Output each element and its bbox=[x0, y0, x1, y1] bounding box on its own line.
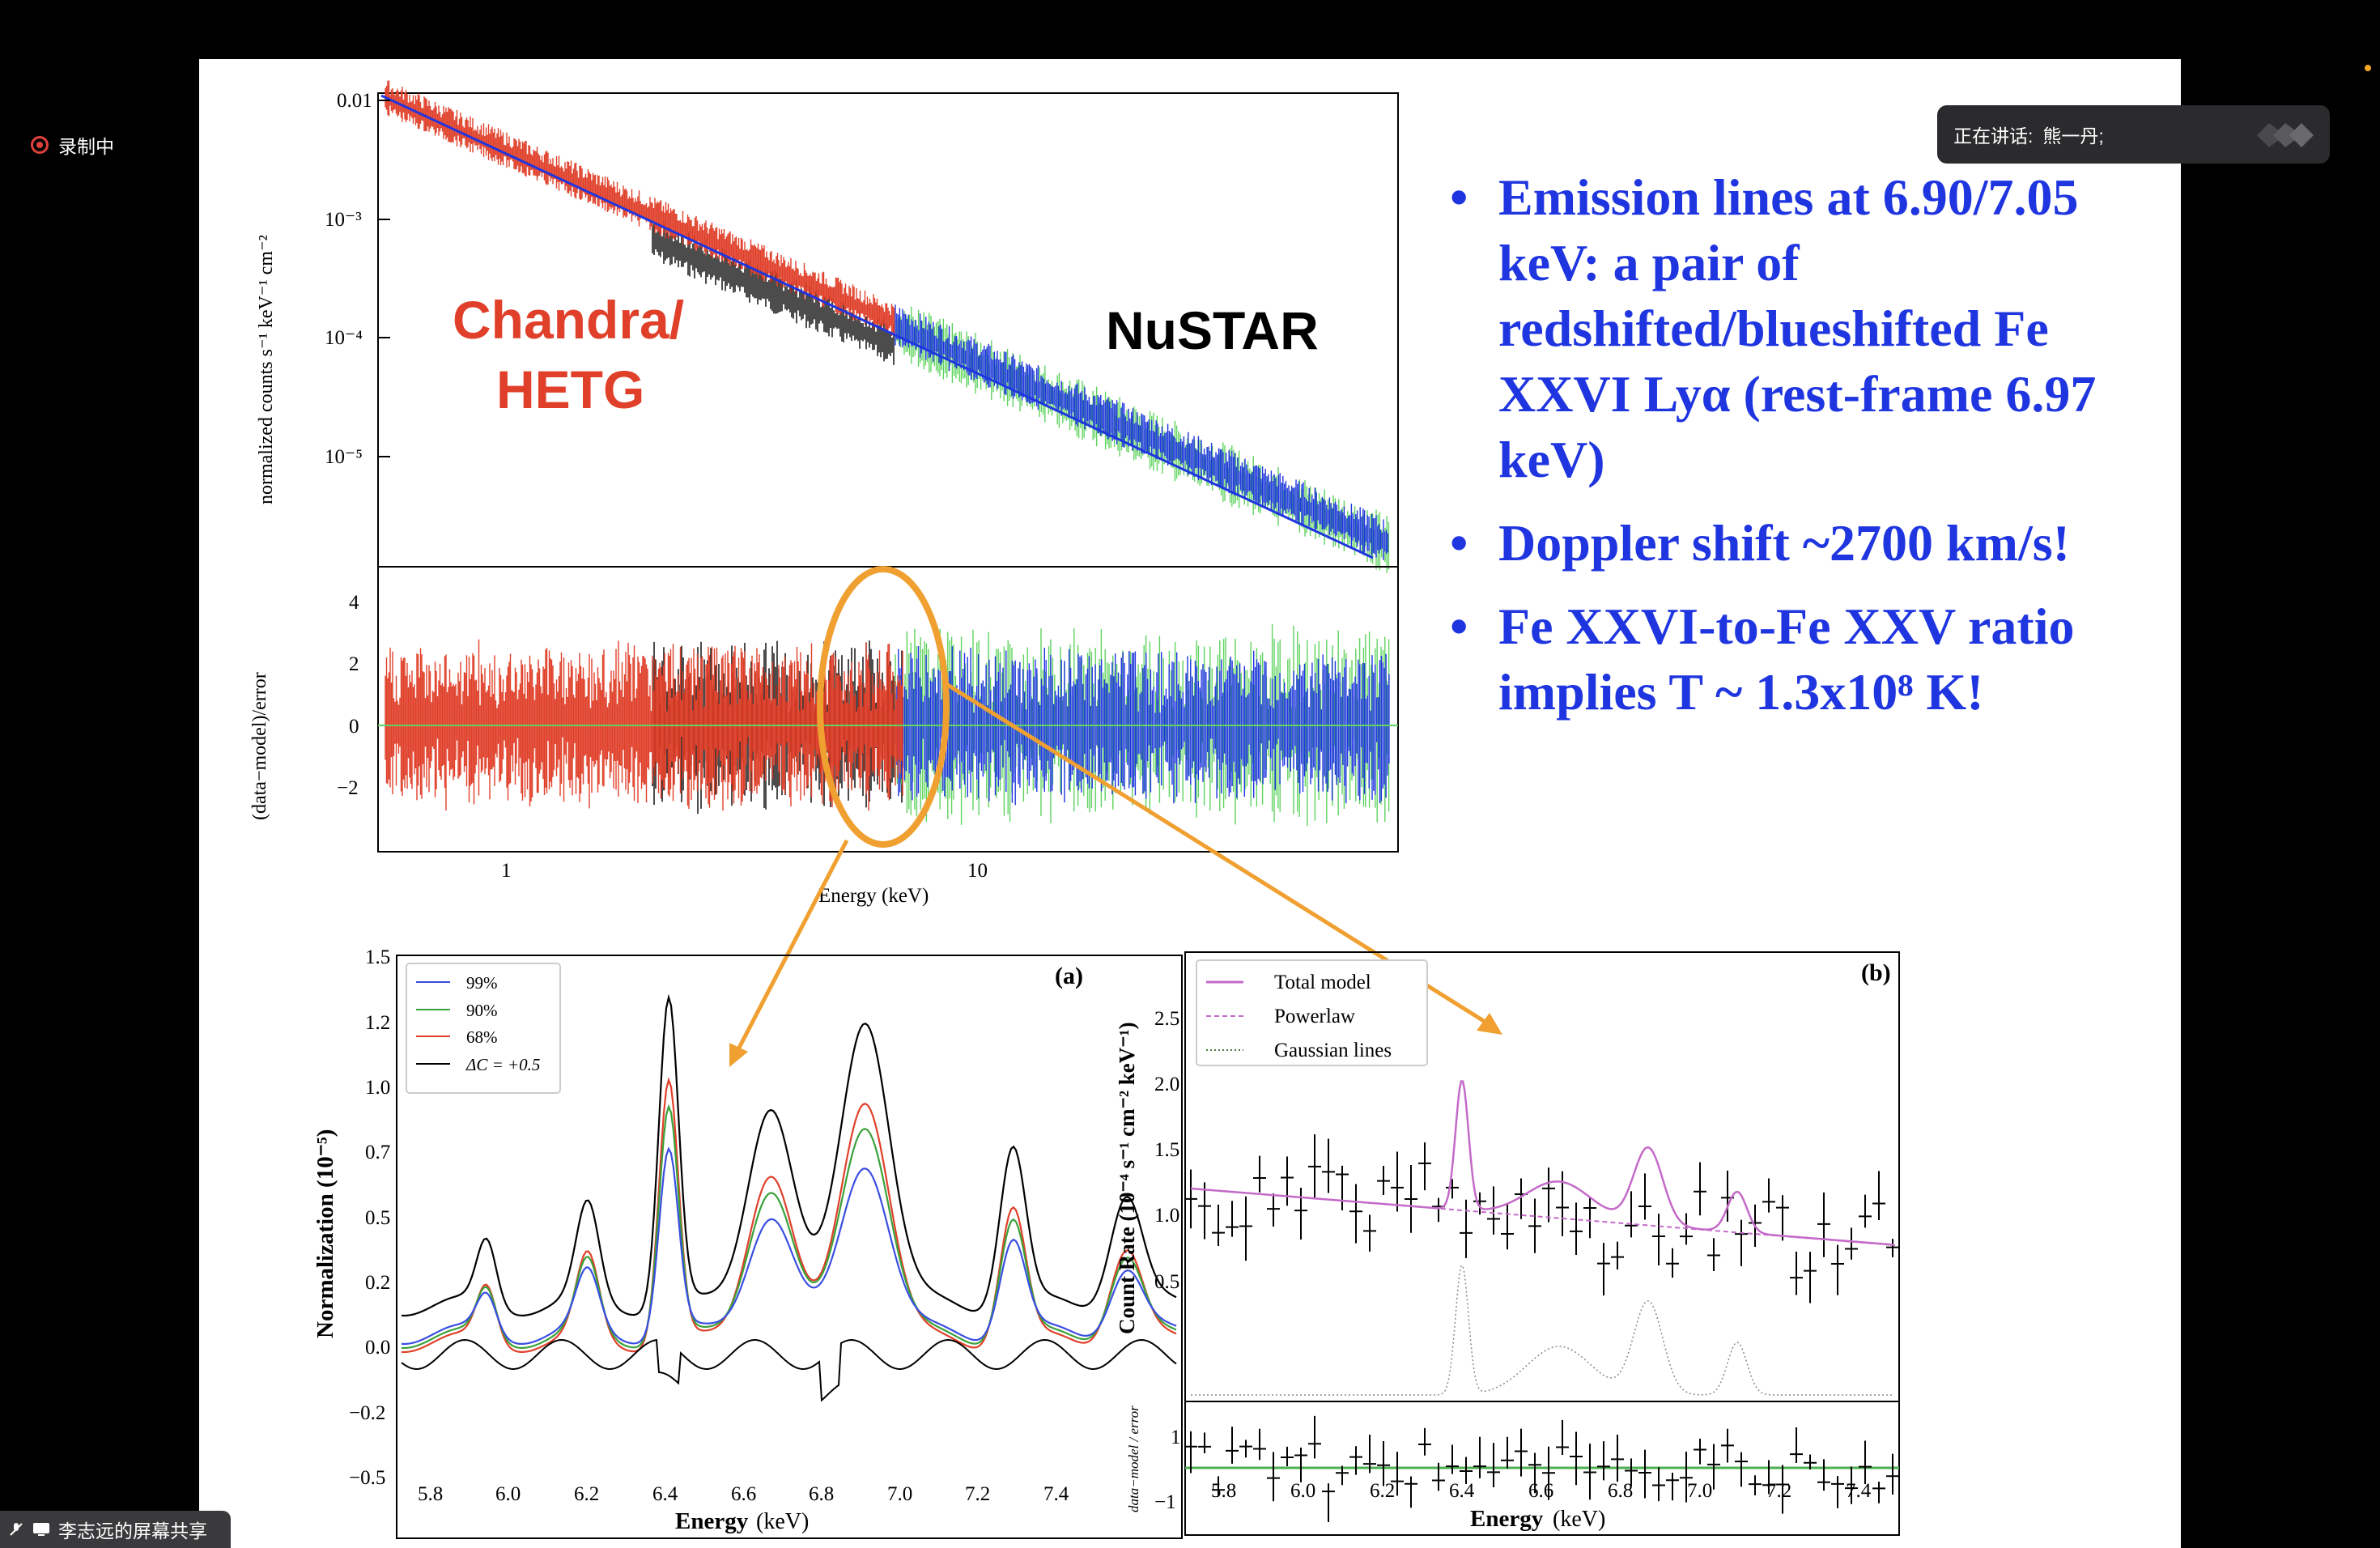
panel-a-frame bbox=[396, 955, 1183, 1539]
pb-xlabel: Energy bbox=[1470, 1506, 1544, 1532]
speaker-label: 正在讲话: bbox=[1953, 125, 2034, 147]
pb-xtick-2: 6.2 bbox=[1370, 1480, 1395, 1502]
pa-xtick-2: 6.2 bbox=[574, 1483, 599, 1505]
pa-xlabel-unit: (keV) bbox=[756, 1509, 809, 1534]
pa-legend-90: 90% bbox=[466, 1001, 498, 1020]
pb-xtick-8: 7.4 bbox=[1846, 1480, 1872, 1502]
pb-ytick-1: 2.0 bbox=[1154, 1074, 1179, 1095]
pb-xtick-0: 5.8 bbox=[1211, 1480, 1236, 1502]
pa-legend-68: 68% bbox=[466, 1027, 498, 1047]
screen-share-badge[interactable]: 李志远的屏幕共享 bbox=[0, 1511, 231, 1548]
label-chandra-line2: HETG bbox=[496, 359, 644, 419]
speaker-toast: 正在讲话: 熊一丹; bbox=[1937, 105, 2330, 164]
ytick-bottom-0: 4 bbox=[349, 592, 359, 614]
arrow-to-panel-a bbox=[735, 839, 849, 1053]
arrowhead-a-icon bbox=[729, 1043, 748, 1067]
pa-ytick-3: 0.7 bbox=[365, 1142, 390, 1163]
bullet-item: Fe XXVI-to-Fe XXV ratio implies T ~ 1.3x… bbox=[1450, 593, 2178, 725]
xtick-1: 1 bbox=[501, 860, 512, 882]
pb-ytick-3: 1.0 bbox=[1154, 1205, 1179, 1227]
screen-share-label: 李志远的屏幕共享 bbox=[58, 1520, 207, 1542]
mic-off-icon bbox=[10, 1523, 23, 1536]
xtick-10: 10 bbox=[967, 860, 988, 882]
pb-legend-total: Total model bbox=[1274, 972, 1371, 993]
pb-xtick-6: 7.0 bbox=[1687, 1480, 1712, 1502]
spectrum-ylabel-top: normalized counts s⁻¹ keV⁻¹ cm⁻² bbox=[256, 235, 277, 504]
pb-resid-ytick-1: −1 bbox=[1154, 1491, 1176, 1513]
pa-ylabel: Normalization (10⁻⁵) bbox=[312, 1129, 338, 1338]
pa-ytick-5: 0.2 bbox=[365, 1272, 390, 1294]
pa-xlabel: Energy bbox=[675, 1508, 749, 1534]
ytick-bottom-1: 2 bbox=[349, 653, 359, 675]
highlight-ellipse bbox=[817, 566, 950, 848]
slide: 0.01 10⁻³ 10⁻⁴ 10⁻⁵ normalized counts s⁻… bbox=[199, 59, 2181, 1548]
pa-ytick-0: 1.5 bbox=[365, 946, 390, 968]
pa-xtick-1: 6.0 bbox=[495, 1483, 521, 1505]
pb-xtick-3: 6.4 bbox=[1449, 1480, 1475, 1502]
pa-xtick-5: 6.8 bbox=[809, 1483, 834, 1505]
pa-xtick-3: 6.4 bbox=[652, 1483, 678, 1505]
pa-xtick-6: 7.0 bbox=[887, 1483, 912, 1505]
spectrum-plot: 0.01 10⁻³ 10⁻⁴ 10⁻⁵ normalized counts s⁻… bbox=[249, 80, 1502, 1067]
pb-legend-gaussian: Gaussian lines bbox=[1274, 1040, 1392, 1061]
pb-resid-ytick-0: 1 bbox=[1171, 1427, 1181, 1448]
pa-xtick-4: 6.6 bbox=[731, 1483, 756, 1505]
bullet-item: Doppler shift ~2700 km/s! bbox=[1450, 510, 2178, 576]
screen-icon bbox=[33, 1523, 49, 1536]
pb-ytick-2: 1.5 bbox=[1154, 1139, 1179, 1161]
pa-xtick-7: 7.2 bbox=[965, 1483, 990, 1505]
pb-resid-label: data−model / error bbox=[1126, 1406, 1141, 1512]
pa-ytick-6: 0.0 bbox=[365, 1337, 390, 1359]
bullet-list: Emission lines at 6.90/7.05 keV: a pair … bbox=[1450, 164, 2178, 742]
pb-ylabel: Count Rate (10⁻⁴ s⁻¹ cm⁻² keV⁻¹) bbox=[1115, 1022, 1139, 1334]
pa-ytick-4: 0.5 bbox=[365, 1207, 390, 1229]
ytick-bottom-3: −2 bbox=[337, 777, 359, 799]
slide-figures: 0.01 10⁻³ 10⁻⁴ 10⁻⁵ normalized counts s⁻… bbox=[249, 80, 1900, 1539]
status-dot bbox=[2365, 65, 2371, 71]
pa-xtick-8: 7.4 bbox=[1043, 1483, 1069, 1505]
ytick-top-2: 10⁻⁴ bbox=[325, 327, 363, 349]
label-chandra-line1: Chandra/ bbox=[453, 290, 684, 350]
pa-ytick-7: −0.2 bbox=[349, 1402, 385, 1424]
panel-b: (b) 2.5 2.0 1.5 1.0 0.5 1 −1 5.8 6.0 6.2… bbox=[1115, 951, 1900, 1536]
ytick-top-0: 0.01 bbox=[337, 90, 372, 112]
spectrum-data bbox=[380, 80, 1390, 573]
ytick-bottom-2: 0 bbox=[349, 716, 359, 738]
pa-legend-dc: ΔC = +0.5 bbox=[465, 1055, 540, 1074]
panel-a-curves bbox=[401, 993, 1177, 1402]
recording-label: 录制中 bbox=[58, 136, 114, 157]
speaker-wave-icon bbox=[2257, 123, 2314, 147]
panel-b-curves bbox=[1184, 1080, 1899, 1522]
spectrum-xlabel: Energy (keV) bbox=[818, 885, 929, 907]
pb-legend-powerlaw: Powerlaw bbox=[1274, 1006, 1355, 1027]
pb-legend bbox=[1196, 959, 1428, 1066]
pb-ytick-4: 0.5 bbox=[1154, 1271, 1179, 1293]
pa-xtick-0: 5.8 bbox=[418, 1483, 443, 1505]
pb-xtick-7: 7.2 bbox=[1766, 1480, 1791, 1502]
record-icon bbox=[31, 136, 49, 154]
label-nustar: NuSTAR bbox=[1106, 300, 1319, 360]
pa-legend-99: 99% bbox=[466, 973, 498, 993]
arrowhead-b-icon bbox=[1477, 1013, 1502, 1035]
ytick-top-3: 10⁻⁵ bbox=[325, 446, 363, 468]
pb-xtick-1: 6.0 bbox=[1290, 1480, 1315, 1502]
pb-ytick-0: 2.5 bbox=[1154, 1008, 1179, 1030]
panel-a-tag: (a) bbox=[1055, 963, 1083, 989]
pa-ytick-8: −0.5 bbox=[349, 1467, 385, 1489]
panel-b-tag: (b) bbox=[1861, 959, 1891, 986]
pa-ytick-1: 1.2 bbox=[365, 1012, 390, 1034]
pa-ytick-2: 1.0 bbox=[365, 1077, 390, 1099]
pb-xtick-5: 6.8 bbox=[1608, 1480, 1633, 1502]
bullet-item: Emission lines at 6.90/7.05 keV: a pair … bbox=[1450, 164, 2178, 492]
recording-indicator: 录制中 bbox=[31, 131, 114, 159]
pb-xtick-4: 6.6 bbox=[1528, 1480, 1553, 1502]
spectrum-ylabel-bottom: (data−model)/error bbox=[249, 672, 270, 820]
pb-xlabel-unit: (keV) bbox=[1553, 1507, 1605, 1532]
ytick-top-1: 10⁻³ bbox=[325, 209, 362, 231]
speaker-name: 熊一丹; bbox=[2042, 125, 2104, 147]
panel-a: (a) 1.5 1.2 1.0 0.7 0.5 0.2 0.0 −0.2 −0.… bbox=[312, 946, 1183, 1539]
pa-legend bbox=[406, 963, 561, 1094]
